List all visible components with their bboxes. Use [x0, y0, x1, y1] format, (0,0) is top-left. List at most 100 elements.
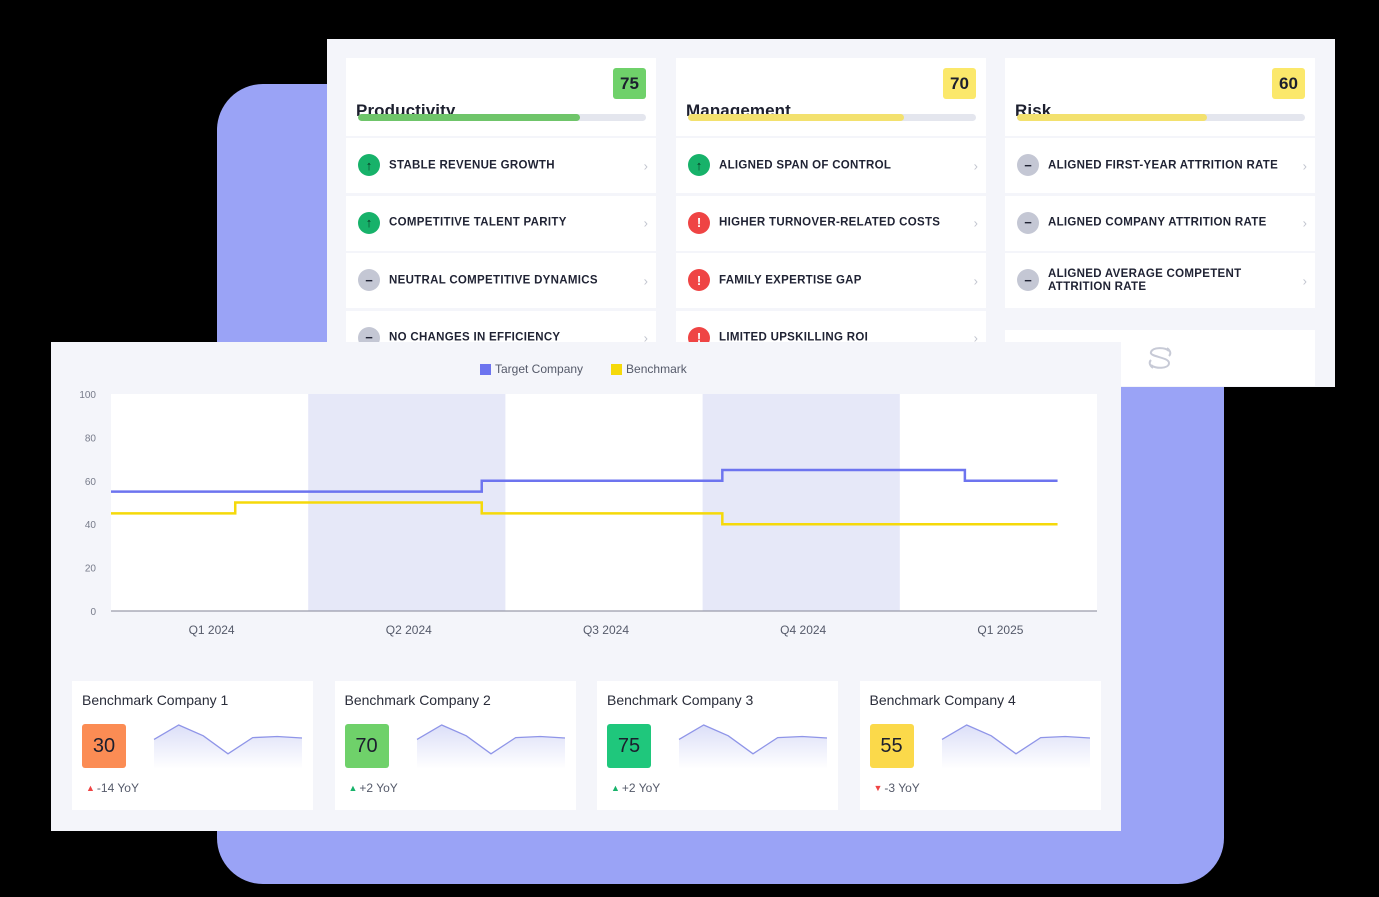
- x-tick-label: Q2 2024: [386, 623, 432, 637]
- benchmark-yoy-value: +2 YoY: [621, 781, 661, 795]
- column-header: Risk 60: [1005, 58, 1315, 136]
- benchmark-sparkline: [416, 724, 565, 769]
- exclamation-icon: !: [688, 211, 710, 234]
- column-header: Productivity 75: [346, 58, 656, 136]
- metric-row[interactable]: ↑ STABLE REVENUE GROWTH ›: [346, 138, 656, 193]
- metric-row[interactable]: ! HIGHER TURNOVER-RELATED COSTS ›: [676, 195, 986, 251]
- exclamation-icon: !: [688, 269, 710, 291]
- metric-label: ALIGNED FIRST-YEAR ATTRITION RATE: [1048, 159, 1279, 171]
- brand-s-logo-icon: [1148, 347, 1172, 369]
- metric-row[interactable]: − ALIGNED COMPANY ATTRITION RATE ›: [1005, 195, 1315, 251]
- benchmark-name: Benchmark Company 3: [607, 692, 754, 708]
- score-progress-bar: [358, 114, 646, 121]
- triangle-down-icon: ▼: [873, 783, 883, 793]
- benchmark-yoy-value: -14 YoY: [96, 781, 139, 795]
- chevron-right-icon: ›: [643, 215, 648, 231]
- metric-row[interactable]: ↑ COMPETITIVE TALENT PARITY ›: [346, 195, 656, 251]
- benchmark-name: Benchmark Company 2: [344, 692, 491, 708]
- chevron-right-icon: ›: [643, 330, 648, 346]
- x-tick-label: Q1 2024: [189, 623, 235, 637]
- legend-item-benchmark[interactable]: Benchmark: [611, 362, 687, 376]
- chevron-right-icon: ›: [973, 330, 978, 346]
- metric-label: HIGHER TURNOVER-RELATED COSTS: [719, 216, 941, 229]
- metric-label: ALIGNED SPAN OF CONTROL: [719, 159, 892, 171]
- metric-row[interactable]: − ALIGNED FIRST-YEAR ATTRITION RATE ›: [1005, 138, 1315, 193]
- score-progress-fill: [1017, 114, 1208, 121]
- triangle-up-icon: ▲: [611, 783, 620, 793]
- x-tick-label: Q4 2024: [780, 623, 826, 637]
- sparkline-area: [154, 725, 302, 769]
- chevron-right-icon: ›: [973, 273, 978, 288]
- benchmark-yoy-value: +2 YoY: [359, 781, 398, 795]
- metric-label: LIMITED UPSKILLING ROI: [719, 331, 869, 344]
- management-column: Management 70 ↑ ALIGNED SPAN OF CONTROL ›! HI…: [676, 58, 986, 368]
- benchmark-name: Benchmark Company 1: [82, 692, 229, 708]
- chevron-right-icon: ›: [643, 158, 648, 173]
- benchmark-sparkline: [153, 724, 303, 769]
- score-progress-bar: [688, 114, 976, 121]
- metric-label: NO CHANGES IN EFFICIENCY: [389, 331, 561, 344]
- chart-legend: Target Company Benchmark: [480, 362, 687, 376]
- legend-swatch-benchmark: [611, 363, 623, 375]
- y-tick-label: 60: [85, 477, 97, 488]
- productivity-column: Productivity 75 ↑ STABLE REVENUE GROWTH › ↑ CO…: [346, 58, 656, 368]
- minus-icon: −: [1017, 269, 1039, 291]
- y-tick-label: 20: [85, 564, 97, 575]
- benchmark-sparkline: [941, 724, 1090, 769]
- legend-item-target[interactable]: Target Company: [480, 362, 583, 376]
- benchmark-name: Benchmark Company 4: [869, 692, 1016, 708]
- sparkline-line: [416, 724, 565, 755]
- arrow-up-icon: ↑: [358, 211, 380, 234]
- metric-row[interactable]: − ALIGNED AVERAGE COMPETENT ATTRITION RAT…: [1005, 253, 1315, 308]
- score-badge: 75: [613, 68, 646, 99]
- column-header: Management 70: [676, 58, 986, 136]
- chevron-right-icon: ›: [1302, 273, 1307, 288]
- benchmark-score-badge: 75: [607, 724, 651, 768]
- minus-icon: −: [1017, 154, 1039, 176]
- metric-label: COMPETITIVE TALENT PARITY: [389, 216, 567, 229]
- metric-row[interactable]: ↑ ALIGNED SPAN OF CONTROL ›: [676, 138, 986, 193]
- legend-label-target: Target Company: [495, 362, 584, 376]
- sparkline-line: [678, 724, 828, 755]
- minus-icon: −: [1017, 211, 1039, 234]
- minus-icon: −: [358, 269, 380, 291]
- metric-label: STABLE REVENUE GROWTH: [389, 159, 555, 171]
- legend-label-benchmark: Benchmark: [626, 362, 687, 376]
- sparkline-area: [416, 725, 565, 769]
- step-line-chart: 0 20 40 60 80 100 Q1 2024 Q2 2024 Q3 2024 Q4 2024…: [79, 390, 1097, 637]
- arrow-up-icon: ↑: [358, 154, 380, 176]
- arrow-up-icon: ↑: [688, 154, 710, 176]
- benchmark-card[interactable]: Benchmark Company 1 30 ▲ -14 YoY: [72, 681, 313, 810]
- chart-panel: Target Company Benchmark 0 20 40 60 80 100 Q1 …: [51, 342, 1121, 831]
- benchmark-yoy: ▼ -3 YoY: [874, 781, 920, 795]
- y-tick-label: 40: [85, 520, 97, 531]
- benchmark-sparkline: [678, 724, 828, 769]
- metric-row[interactable]: ! FAMILY EXPERTISE GAP ›: [676, 253, 986, 308]
- benchmark-card[interactable]: Benchmark Company 2 70 ▲ +2 YoY: [334, 681, 576, 810]
- risk-column: Risk 60− ALIGNED FIRST-YEAR ATTRITION RATE…: [1005, 58, 1315, 386]
- metric-label: FAMILY EXPERTISE GAP: [719, 274, 862, 286]
- series-line-benchmark: [111, 501, 1058, 526]
- sparkline-area: [679, 725, 827, 769]
- chevron-right-icon: ›: [973, 215, 978, 231]
- metric-row[interactable]: − NEUTRAL COMPETITIVE DYNAMICS ›: [346, 253, 656, 308]
- benchmark-card[interactable]: Benchmark Company 4 55 ▼ -3 YoY: [859, 681, 1101, 810]
- score-badge: 70: [943, 68, 976, 99]
- y-tick-label: 0: [90, 607, 96, 618]
- y-tick-label: 80: [85, 433, 97, 444]
- y-tick-label: 100: [79, 390, 96, 401]
- benchmark-yoy: ▲ +2 YoY: [349, 781, 398, 795]
- x-tick-label: Q1 2025: [977, 623, 1023, 637]
- benchmark-card[interactable]: Benchmark Company 3 75 ▲ +2 YoY: [597, 681, 838, 810]
- benchmark-yoy: ▲ -14 YoY: [86, 781, 139, 795]
- metric-label: NEUTRAL COMPETITIVE DYNAMICS: [389, 274, 598, 286]
- score-progress-fill: [358, 114, 580, 121]
- sparkline-line: [941, 724, 1090, 755]
- benchmark-yoy: ▲ +2 YoY: [611, 781, 660, 795]
- score-progress-fill: [688, 114, 904, 121]
- metric-label: ALIGNED COMPANY ATTRITION RATE: [1048, 216, 1267, 229]
- benchmark-score-badge: 55: [869, 724, 914, 768]
- sparkline-line: [153, 724, 303, 755]
- chevron-right-icon: ›: [1302, 215, 1307, 231]
- metric-label: ALIGNED AVERAGE COMPETENT ATTRITION RATE: [1048, 267, 1242, 293]
